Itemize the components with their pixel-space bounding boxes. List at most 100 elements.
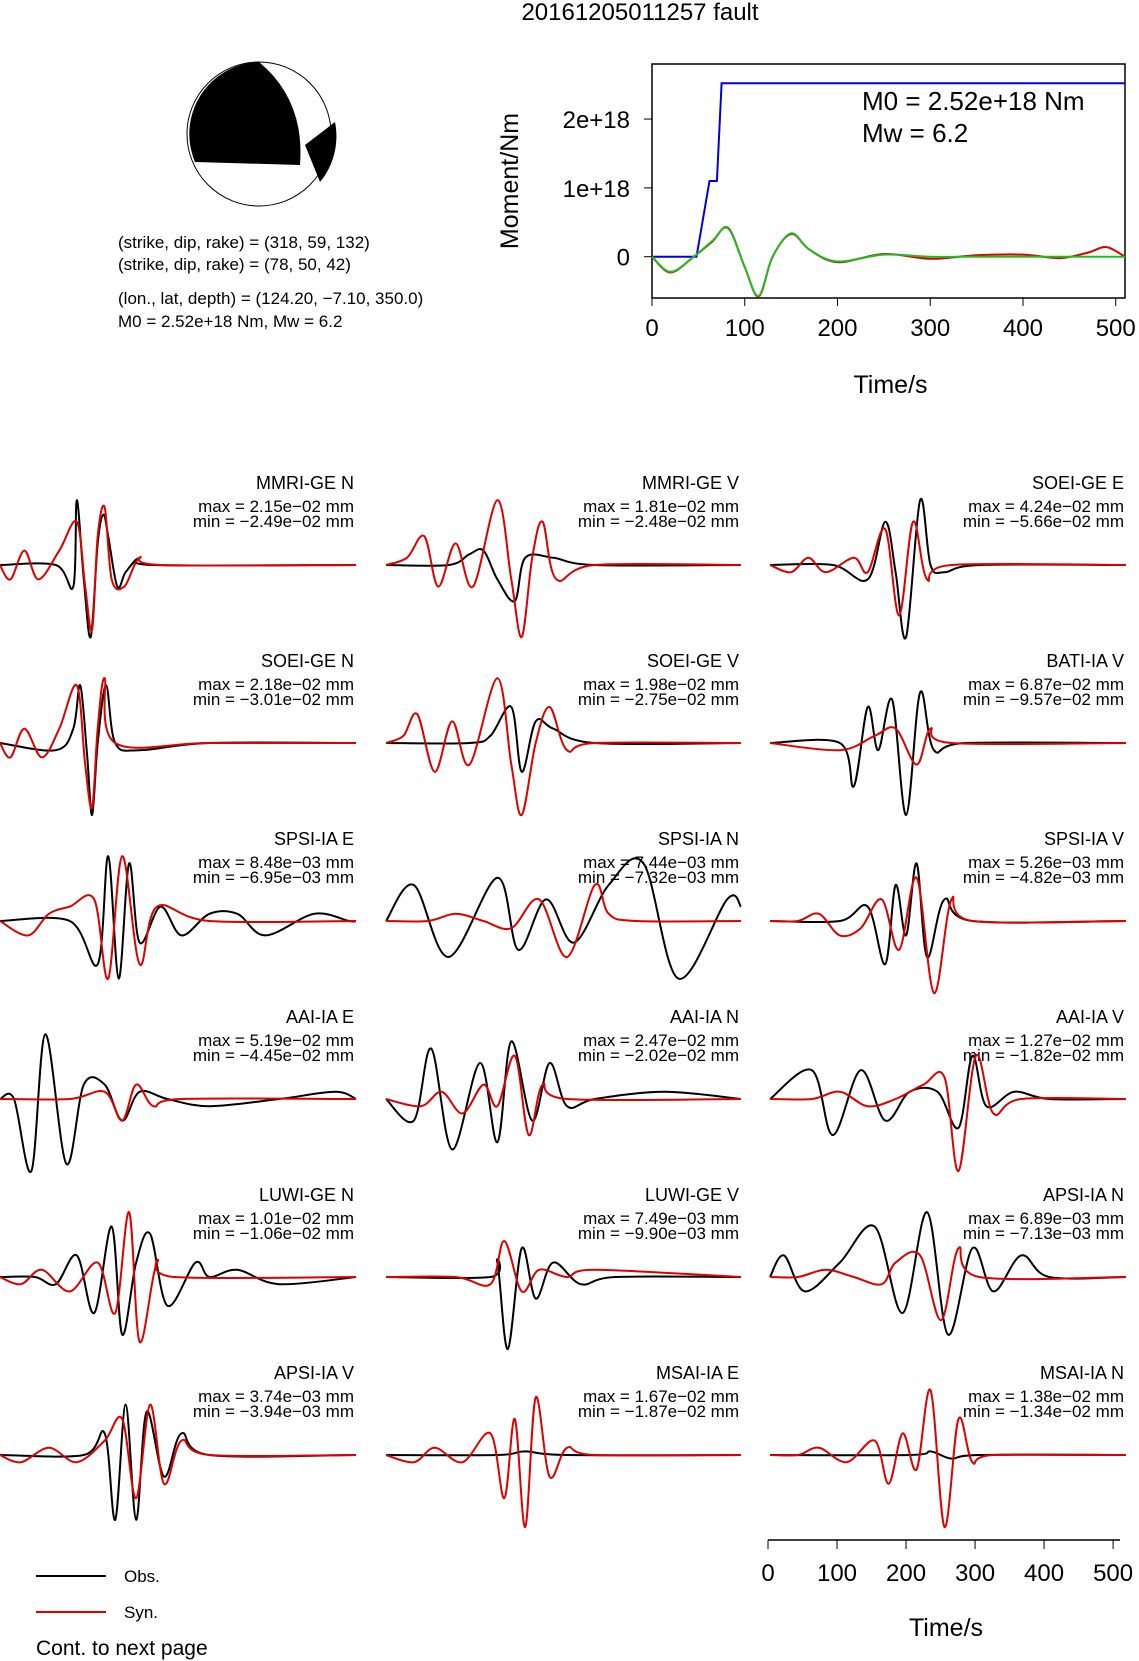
observed-waveform [769, 862, 1127, 966]
time-axis-tick-label: 400 [1024, 1560, 1064, 1587]
waveform-station-label: AAI-IA V [1056, 1007, 1124, 1027]
waveform-max-label: max = 3.74e−03 mm [198, 1387, 354, 1406]
time-axis-tick-label: 500 [1093, 1560, 1133, 1587]
synthetic-waveform [0, 677, 356, 810]
moment-plot-frame [651, 63, 1126, 299]
waveform-max-label: max = 2.47e−02 mm [583, 1031, 739, 1050]
moment-y-tick-label: 0 [617, 245, 630, 272]
waveform-min-label: min = −9.90e−03 mm [578, 1224, 739, 1243]
waveform-station-label: BATI-IA V [1046, 651, 1124, 671]
waveform-max-label: max = 6.89e−03 mm [968, 1209, 1124, 1228]
waveform-station-label: MSAI-IA E [656, 1363, 739, 1383]
waveform-min-label: min = −2.49e−02 mm [193, 512, 354, 531]
waveform-max-label: max = 4.24e−02 mm [968, 497, 1124, 516]
waveform-min-label: min = −2.02e−02 mm [578, 1046, 739, 1065]
waveform-min-label: min = −6.95e−03 mm [193, 868, 354, 887]
waveform-station-label: APSI-IA V [274, 1363, 354, 1383]
moment-x-tick-label: 400 [1003, 315, 1043, 342]
synthetic-waveform [769, 520, 1127, 617]
waveform-min-label: min = −3.94e−03 mm [193, 1402, 354, 1421]
waveform-max-label: max = 5.19e−02 mm [198, 1031, 354, 1050]
synthetic-waveform [769, 1246, 1127, 1322]
waveform-time-axis: 0 100 200 300 400 500 Time/s [761, 1539, 1133, 1642]
synthetic-waveform [385, 499, 742, 639]
waveform-station-label: LUWI-GE N [259, 1185, 354, 1205]
moment-x-axis-label: Time/s [853, 371, 927, 399]
synthetic-waveform [385, 882, 742, 958]
waveform-min-label: min = −3.01e−02 mm [193, 690, 354, 709]
observed-waveform [0, 1033, 357, 1173]
moment-series-line [651, 226, 1126, 298]
legend: Obs. Syn. [36, 1567, 160, 1622]
waveform-min-label: min = −2.48e−02 mm [578, 512, 739, 531]
mechanism-location: (lon., lat, depth) = (124.20, −7.10, 350… [118, 289, 423, 308]
waveform-station-label: MSAI-IA N [1040, 1363, 1124, 1383]
waveform-min-label: min = −1.06e−02 mm [193, 1224, 354, 1243]
waveform-max-label: max = 1.27e−02 mm [968, 1031, 1124, 1050]
moment-series-line [651, 226, 1125, 297]
time-axis-tick-label: 300 [955, 1560, 995, 1587]
moment-mw-label: Mw = 6.2 [862, 118, 968, 148]
synthetic-waveform [385, 1396, 742, 1529]
waveform-max-label: max = 5.26e−03 mm [968, 853, 1124, 872]
synthetic-waveform [385, 677, 742, 817]
synthetic-waveform [769, 1388, 1127, 1529]
waveform-station-label: LUWI-GE V [645, 1185, 739, 1205]
mechanism-moment: M0 = 2.52e+18 Nm, Mw = 6.2 [118, 312, 342, 331]
waveform-station-label: SPSI-IA N [658, 829, 739, 849]
waveform-station-label: AAI-IA E [286, 1007, 354, 1027]
waveform-max-label: max = 7.49e−03 mm [583, 1209, 739, 1228]
time-axis-tick-label: 200 [886, 1560, 926, 1587]
waveform-min-label: min = −4.82e−03 mm [963, 868, 1124, 887]
waveform-station-label: MMRI-GE V [642, 473, 739, 493]
waveform-max-label: max = 1.98e−02 mm [583, 675, 739, 694]
synthetic-waveform [0, 855, 357, 980]
waveform-min-label: min = −1.82e−02 mm [963, 1046, 1124, 1065]
moment-function-chart: 0 100 200 300 400 500 0 1e+18 2e+18 Time/s Moment/… [496, 63, 1136, 399]
time-axis-label: Time/s [909, 1614, 983, 1642]
waveform-station-label: APSI-IA N [1043, 1185, 1124, 1205]
synthetic-waveform [769, 876, 1127, 995]
synthetic-waveform [0, 1083, 357, 1122]
mechanism-plane-2: (strike, dip, rake) = (78, 50, 42) [118, 255, 351, 274]
mechanism-plane-1: (strike, dip, rake) = (318, 59, 132) [118, 233, 370, 252]
moment-x-tick-label: 200 [817, 315, 857, 342]
synthetic-waveform [769, 726, 1127, 766]
waveform-station-label: SOEI-GE N [261, 651, 354, 671]
observed-waveform [385, 1246, 742, 1351]
legend-syn-label: Syn. [124, 1603, 158, 1622]
waveform-max-label: max = 2.15e−02 mm [198, 497, 354, 516]
waveform-min-label: min = −2.75e−02 mm [578, 690, 739, 709]
observed-waveform [769, 1054, 1127, 1137]
page-title: 20161205011257 fault [521, 0, 758, 26]
footer-note: Cont. to next page [36, 1637, 208, 1660]
synthetic-waveform [385, 1054, 742, 1137]
observed-waveform [385, 857, 742, 980]
moment-x-tick-label: 0 [645, 315, 658, 342]
waveform-station-label: SOEI-GE V [647, 651, 739, 671]
moment-y-axis-label: Moment/Nm [496, 113, 524, 249]
waveform-max-label: max = 1.01e−02 mm [198, 1209, 354, 1228]
synthetic-waveform [0, 1403, 357, 1500]
waveform-min-label: min = −9.57e−02 mm [963, 690, 1124, 709]
synthetic-waveform [0, 504, 357, 633]
observed-waveform [0, 1403, 357, 1521]
waveform-station-label: SOEI-GE E [1032, 473, 1124, 493]
time-axis-tick-label: 100 [817, 1560, 857, 1587]
